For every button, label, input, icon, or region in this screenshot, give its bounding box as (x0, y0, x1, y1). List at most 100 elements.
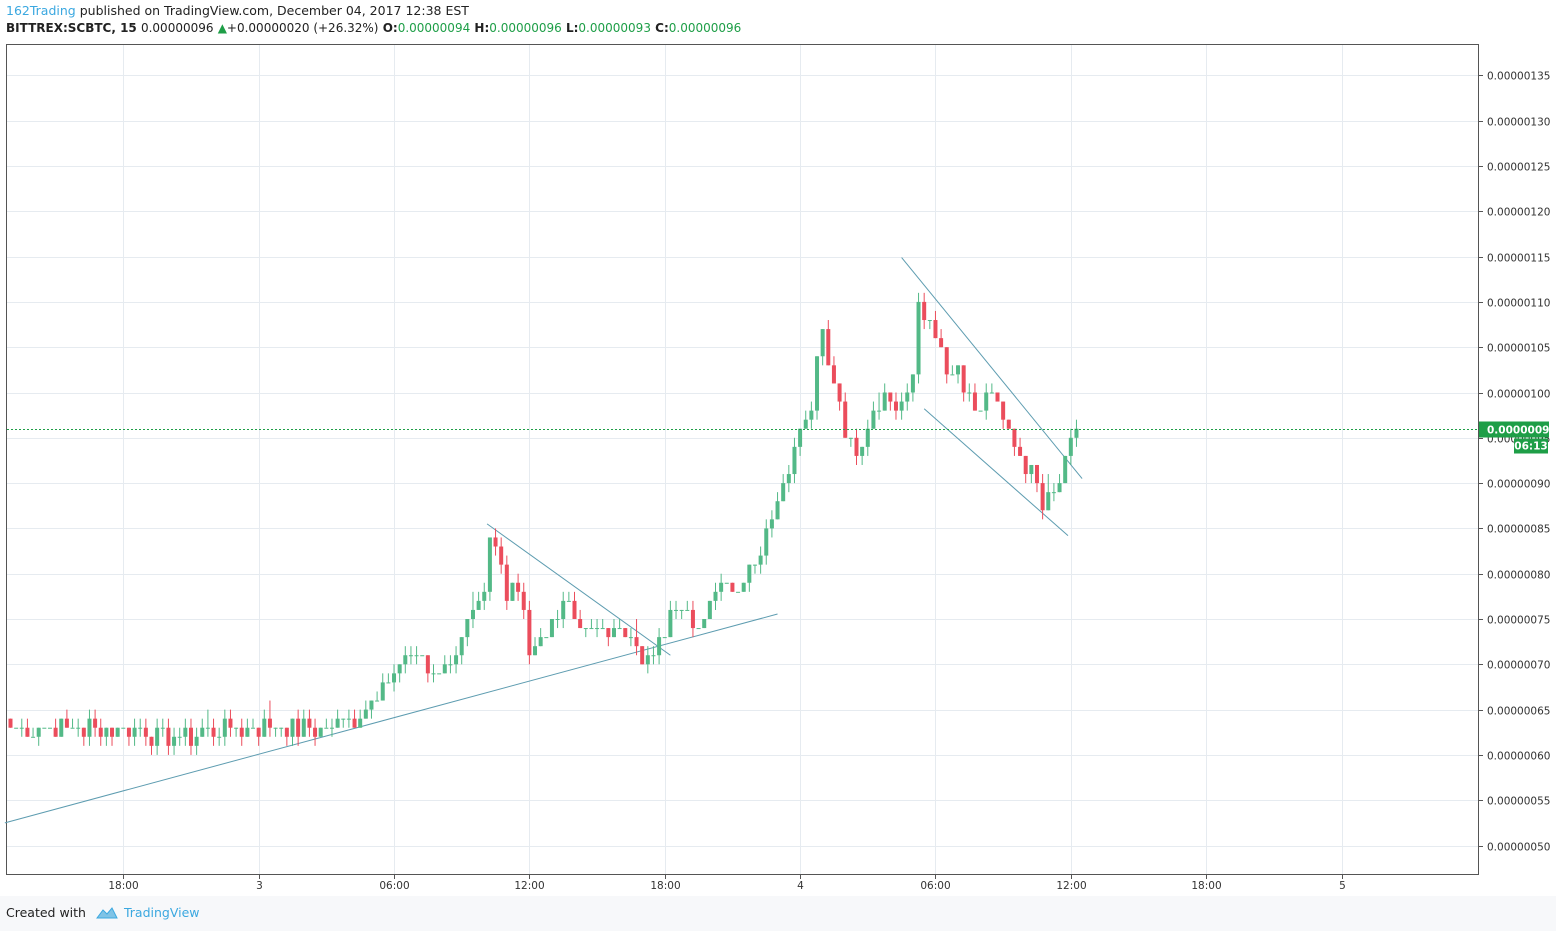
candle-up (42, 727, 47, 729)
grid (7, 45, 1478, 874)
candle-up (448, 664, 453, 666)
candle-up (47, 727, 52, 729)
trendline-falling-support-2[interactable] (923, 408, 1069, 537)
candle-down (493, 537, 498, 547)
candle-up (989, 392, 994, 394)
candle-up (848, 437, 853, 439)
candle-down (425, 655, 430, 674)
candle-up (392, 673, 397, 683)
candle-up (1074, 428, 1079, 438)
candle-up (104, 727, 109, 737)
candle-up (544, 637, 549, 639)
candle-up (679, 609, 684, 611)
candle-down (81, 727, 86, 737)
candle-down (961, 365, 966, 393)
candle-up (437, 673, 442, 675)
y-tick-label: 0.00000135 (1487, 71, 1550, 83)
candle-up (205, 727, 210, 729)
candle-down (837, 383, 842, 402)
candle-up (301, 718, 306, 737)
price-axis[interactable]: 0.00000050 0.00000055 0.00000060 0.00000065… (1478, 71, 1550, 854)
price-label-text: 0.00000096 (1487, 425, 1556, 437)
candle-up (617, 628, 622, 630)
candle-up (657, 637, 662, 656)
author-link[interactable]: 162Trading (6, 3, 76, 18)
candle-down (228, 718, 233, 728)
open-label: O: (382, 21, 398, 35)
candle-down (313, 727, 318, 737)
trendline-rising-support[interactable] (4, 613, 778, 824)
candle-up (775, 501, 780, 520)
candle-up (346, 718, 351, 720)
candle-up (645, 655, 650, 665)
y-tick-label: 0.00000130 (1487, 117, 1550, 129)
candle-down (98, 727, 103, 737)
low-label: L: (565, 21, 579, 35)
candle-up (70, 727, 75, 729)
candle-up (662, 637, 667, 639)
candle-up (713, 591, 718, 601)
candle-up (420, 655, 425, 657)
candle-down (972, 392, 977, 411)
close-value: 0.00000096 (668, 21, 742, 35)
tradingview-link[interactable]: TradingView (123, 905, 200, 920)
candle-up (375, 700, 380, 702)
candle-up (262, 718, 267, 737)
symbol-label[interactable]: BITTREX:SCBTC, 15 (6, 21, 137, 35)
candle-up (967, 392, 972, 394)
candle-up (865, 428, 870, 447)
x-tick-label: 18:00 (108, 880, 138, 892)
low-value: 0.00000093 (578, 21, 651, 35)
candle-up (36, 727, 41, 737)
candle-up (380, 682, 385, 701)
candle-down (640, 646, 645, 665)
candle-down (25, 727, 30, 737)
candle-up (222, 718, 227, 737)
candle-up (882, 392, 887, 411)
trendline-falling-resistance-1[interactable] (486, 523, 671, 656)
candle-up (403, 655, 408, 665)
x-tick-label: 3 (256, 880, 263, 892)
candle-up (956, 365, 961, 375)
time-axis[interactable]: 18:00 3 06:00 12:00 18:00 4 06:00 12:00 18:00 5 (108, 874, 1346, 892)
candle-up (408, 655, 413, 657)
candle-up (470, 609, 475, 619)
candle-down (854, 437, 859, 456)
y-tick-label: 0.00000060 (1487, 751, 1550, 763)
candle-up (809, 410, 814, 420)
candle-down (504, 564, 509, 601)
up-triangle-icon: ▲ (217, 21, 227, 35)
candle-up (555, 619, 560, 620)
y-tick-label: 0.00000070 (1487, 660, 1550, 672)
countdown-text: 06:13 (1514, 441, 1547, 453)
candle-up (719, 582, 724, 592)
candle-up (769, 519, 774, 529)
x-tick-label: 12:00 (1056, 880, 1086, 892)
candle-down (64, 718, 69, 728)
candle-down (1001, 401, 1006, 420)
candle-up (549, 619, 554, 638)
close-label: C: (655, 21, 669, 35)
candle-up (132, 727, 137, 737)
candle-up (482, 591, 487, 601)
trendline-falling-resistance-2[interactable] (901, 257, 1083, 479)
candle-down (166, 727, 171, 746)
candle-up (1051, 492, 1056, 494)
candle-up (454, 655, 459, 665)
candle-up (329, 727, 334, 729)
created-with-label: Created with (6, 905, 86, 920)
price-label-box (1479, 421, 1549, 438)
candle-up (685, 609, 690, 611)
candle-up (696, 628, 701, 630)
candle-up (194, 736, 199, 746)
candle-up (1046, 492, 1051, 511)
candle-up (764, 528, 769, 556)
candle-up (910, 374, 915, 393)
tradingview-logo-icon[interactable] (95, 906, 118, 920)
y-tick-label: 0.00000065 (1487, 706, 1550, 718)
candle-up (752, 564, 757, 566)
candle-down (826, 329, 831, 366)
candle-down (352, 718, 357, 728)
candle-down (284, 727, 289, 737)
